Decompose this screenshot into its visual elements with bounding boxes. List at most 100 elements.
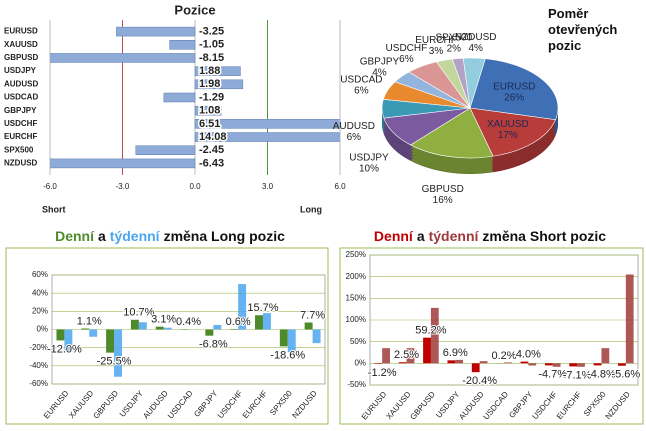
slice-name: XAUUSD <box>487 119 529 130</box>
x-tick-label: USDCAD <box>482 390 511 422</box>
bar <box>601 348 610 364</box>
y-tick-label: 0% <box>354 358 366 367</box>
slice-name: EURUSD <box>493 81 535 92</box>
slice-value: 17% <box>498 130 518 141</box>
bar <box>213 324 222 330</box>
slice-name: EURCHF <box>415 35 457 46</box>
bar <box>479 361 488 364</box>
data-label: -20.4% <box>462 375 497 387</box>
slice-value: 3% <box>429 46 444 57</box>
y-tick-label: NZDUSD <box>4 159 38 168</box>
bar <box>304 322 313 330</box>
data-label: 10.7% <box>123 307 154 319</box>
bar <box>194 132 340 142</box>
bar <box>194 66 241 76</box>
bar <box>528 363 537 366</box>
x-tick-label: GBPUSD <box>408 390 437 422</box>
bar <box>64 329 73 353</box>
slice-label: EURUSD 26% <box>493 81 535 103</box>
slice-value: 10% <box>359 163 379 174</box>
x-tick-label: EURCHF <box>241 389 269 420</box>
bar <box>262 313 271 330</box>
bar <box>544 363 553 366</box>
x-tick-label: AUDUSD <box>141 389 170 421</box>
slice-value: 6% <box>354 85 369 96</box>
y-tick-label: SPX500 <box>4 145 34 154</box>
slice-name: AUDUSD <box>333 121 375 132</box>
data-label: -1.29 <box>199 91 224 103</box>
chart-title: Denní a týdenní změna Short pozic <box>374 228 606 244</box>
slice-label: GBPUSD 16% <box>422 184 464 206</box>
bar <box>194 79 244 90</box>
bar <box>447 360 456 364</box>
pie-title: Poměr otevřených pozic <box>548 6 618 53</box>
slice-name: USDCAD <box>340 74 382 85</box>
data-label: -4.8% <box>587 368 616 380</box>
bar <box>520 361 529 364</box>
slice-name: USDCHF <box>386 42 428 53</box>
data-label: -18.6% <box>270 349 305 361</box>
bar <box>618 363 626 366</box>
y-tick-label: GBPUSD <box>4 53 38 62</box>
y-tick-label: 150% <box>346 293 366 302</box>
x-tick-label: USDCAD <box>166 389 195 421</box>
x-tick-label: 0.0 <box>189 182 201 191</box>
frame <box>339 247 644 425</box>
data-label: -2.45 <box>199 144 224 156</box>
data-label: -1.2% <box>368 367 397 379</box>
bar <box>423 337 431 364</box>
data-label: 6.51 <box>199 118 220 130</box>
y-tick-label: 40% <box>32 288 48 297</box>
y-tick-label: USDJPY <box>4 66 37 75</box>
bar <box>163 92 196 103</box>
bars <box>50 26 340 169</box>
slice-name: GBPUSD <box>422 184 464 195</box>
data-label: -25.5% <box>97 356 132 368</box>
x-tick-label: -6.0 <box>43 182 57 191</box>
x-tick-label: 3.0 <box>262 182 274 191</box>
y-tick-label: 250% <box>346 250 366 259</box>
y-tick-label: 20% <box>32 306 48 315</box>
x-tick-label: SPX500 <box>268 388 294 417</box>
bar <box>81 328 90 330</box>
slice-label: GBPJPY 4% <box>360 56 400 78</box>
bar <box>194 119 340 129</box>
bar <box>135 145 196 155</box>
axis-annotation: Short <box>42 204 66 214</box>
bar <box>138 322 147 330</box>
title-part: a <box>417 228 425 244</box>
title-part: Denní <box>55 228 95 244</box>
bar <box>374 363 383 364</box>
slice-value: 6% <box>347 132 362 143</box>
bar <box>279 329 288 347</box>
data-label: -12.0% <box>47 343 82 355</box>
chart-title: Pozice <box>174 2 215 17</box>
bar <box>155 326 164 330</box>
bar <box>471 363 480 373</box>
data-label: 6.9% <box>443 347 468 359</box>
data-label: -1.05 <box>199 39 224 51</box>
axis-annotation: Long <box>300 204 322 214</box>
y-tick-label: XAUUSD <box>4 40 38 49</box>
bar <box>382 348 390 364</box>
x-tick-label: NZDUSD <box>604 390 632 421</box>
title-part: Denní <box>374 228 414 244</box>
bar <box>106 329 115 353</box>
bar <box>163 327 172 330</box>
bar <box>430 307 439 364</box>
data-label: 14.08 <box>199 131 227 143</box>
bar <box>255 315 263 330</box>
bar <box>398 362 407 364</box>
title-part: změna Short pozic <box>482 228 606 244</box>
y-tick-label: GBPJPY <box>4 106 37 115</box>
y-tick-label: USDCAD <box>4 93 38 102</box>
y-tick-label: 0% <box>36 325 48 334</box>
bar <box>89 329 98 337</box>
bar <box>504 362 512 364</box>
slice-label: NZDUSD 4% <box>455 32 497 54</box>
slice-value: 26% <box>504 92 524 103</box>
data-label: 2.5% <box>394 349 419 361</box>
y-tick-label: 60% <box>32 270 48 279</box>
